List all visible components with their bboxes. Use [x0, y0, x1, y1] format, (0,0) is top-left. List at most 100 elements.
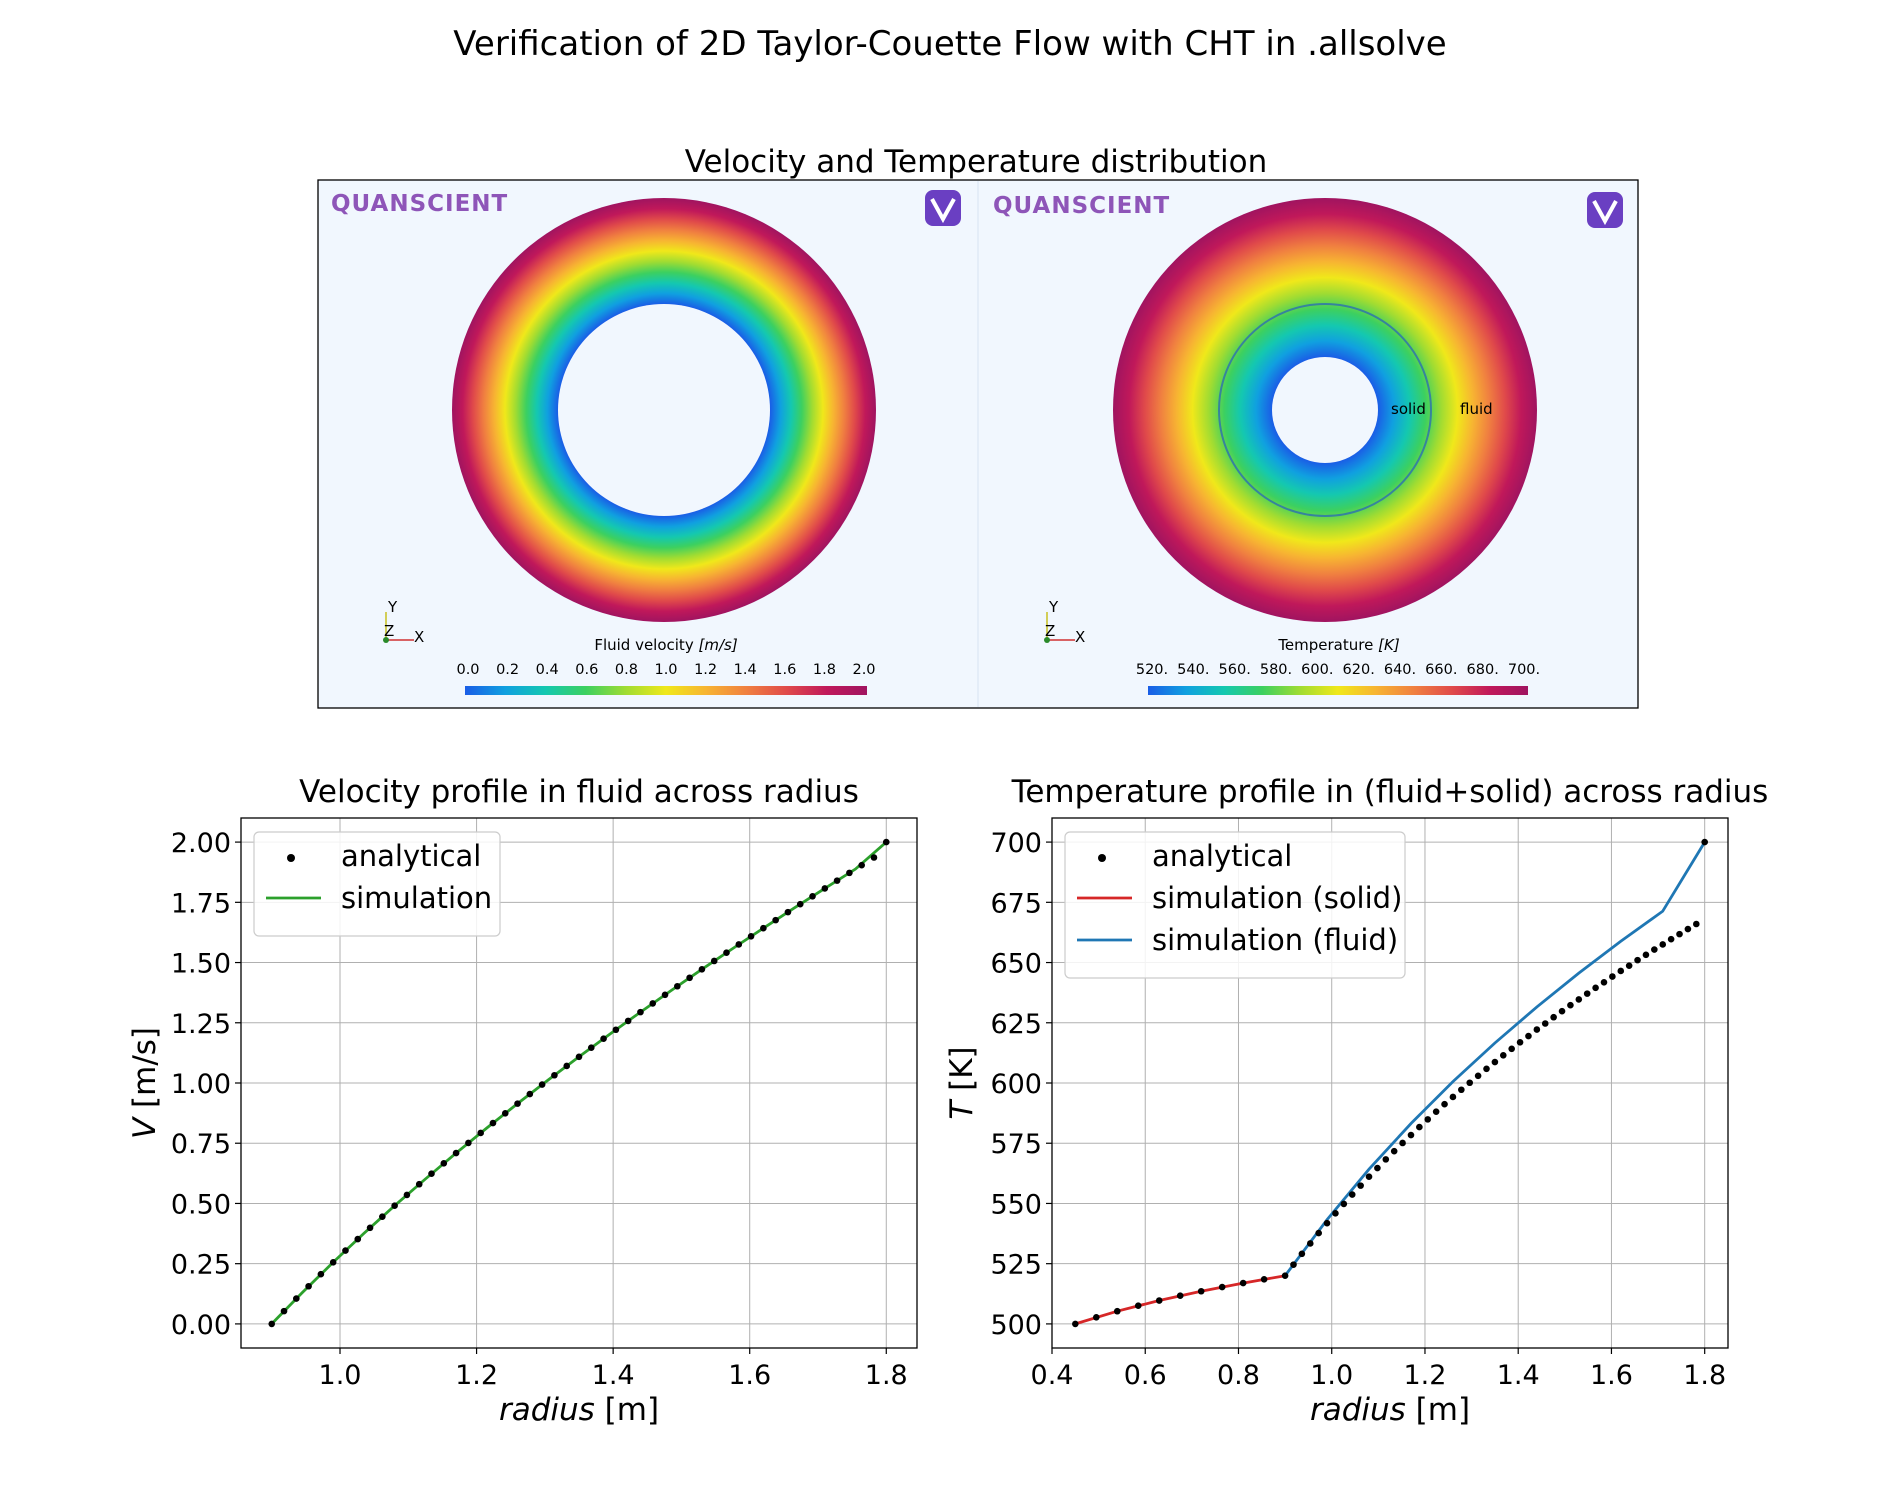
temperature-colorbar-ticks: 520. 540. 560. 580. 600. 620. 640. 660. 680. 700.	[1136, 662, 1540, 694]
data-point	[870, 854, 878, 861]
data-point	[600, 1035, 607, 1042]
data-point	[1684, 925, 1692, 933]
data-point	[1399, 1139, 1406, 1147]
colorbar-tick-label: 540.	[1177, 662, 1209, 678]
y-tick-label: 0.00	[171, 1310, 231, 1341]
data-point	[809, 892, 816, 900]
data-point	[1667, 935, 1675, 943]
data-point	[1281, 1272, 1289, 1280]
y-tick-label: 1.75	[171, 888, 231, 919]
colorbar-tick-label: 680.	[1467, 662, 1499, 678]
colorbar-tick-label: 560.	[1219, 662, 1251, 678]
data-point	[637, 1008, 644, 1016]
data-point	[452, 1149, 460, 1157]
data-point	[1692, 920, 1700, 928]
data-point	[624, 1017, 632, 1025]
colorbar-tick-label: 1.8	[813, 662, 836, 678]
data-point	[772, 916, 779, 924]
colorbar-tick-label: 580.	[1260, 662, 1292, 678]
velocity-colorbar-label: Fluid velocity [m/s]	[594, 636, 738, 654]
data-point	[1323, 1219, 1331, 1227]
colorbar-tick-label: 700.	[1508, 662, 1540, 678]
x-tick-label: 1.0	[319, 1360, 362, 1391]
axes-triad-icon-left: Y Z X	[383, 598, 424, 646]
y-tick-label: 1.00	[171, 1069, 231, 1100]
y-axis-label: T [K]	[944, 1046, 980, 1119]
data-point	[1701, 838, 1708, 846]
colorbar-tick-label: 1.2	[694, 662, 717, 678]
data-point	[575, 1053, 583, 1061]
data-point	[1474, 1072, 1482, 1080]
series-line	[1074, 1274, 1286, 1326]
data-point	[661, 991, 669, 999]
svg-text:X: X	[1075, 628, 1085, 646]
data-point	[1072, 1320, 1079, 1328]
x-tick-label: 1.4	[592, 1360, 635, 1391]
y-tick-label: 1.25	[171, 1009, 231, 1040]
data-point	[846, 869, 853, 877]
y-tick-label: 0.50	[171, 1189, 231, 1220]
quanscient-logo-icon-right	[1587, 192, 1623, 228]
data-point	[784, 908, 792, 916]
data-point	[1575, 996, 1583, 1003]
y-tick-label: 550	[990, 1189, 1042, 1220]
colorbar-tick-label: 0.8	[615, 662, 638, 678]
y-tick-label: 0.75	[171, 1129, 231, 1160]
data-point	[268, 1320, 276, 1328]
data-point	[1218, 1283, 1226, 1291]
data-point	[1260, 1275, 1268, 1283]
data-point	[1651, 946, 1658, 953]
series-line	[1283, 841, 1706, 1277]
data-point	[1197, 1287, 1205, 1295]
data-point	[551, 1071, 558, 1079]
y-tick-label: 500	[990, 1310, 1042, 1341]
x-axis-label: radius [m]	[1310, 1392, 1470, 1428]
data-point	[1176, 1292, 1184, 1300]
data-point	[747, 932, 755, 940]
data-point	[882, 838, 890, 846]
data-point	[858, 861, 865, 869]
y-tick-label: 625	[990, 1009, 1042, 1040]
data-point	[354, 1235, 362, 1243]
data-point	[305, 1282, 312, 1290]
data-point	[686, 974, 693, 982]
data-point	[489, 1119, 497, 1127]
data-point	[1365, 1173, 1373, 1181]
data-point	[1676, 930, 1683, 938]
data-point	[1642, 951, 1650, 959]
data-point	[1508, 1045, 1515, 1053]
chart-title: Temperature profile in (fluid+solid) acr…	[1011, 774, 1769, 810]
data-point	[538, 1081, 546, 1088]
data-point	[366, 1224, 374, 1232]
data-point	[465, 1139, 472, 1147]
data-point	[563, 1062, 571, 1070]
legend-label: simulation (solid)	[1152, 881, 1402, 915]
x-tick-label: 0.4	[1031, 1360, 1074, 1391]
x-tick-label: 1.2	[1403, 1360, 1446, 1391]
data-point	[1092, 1313, 1100, 1321]
svg-text:Y: Y	[1048, 598, 1059, 616]
y-axis-label: V [m/s]	[127, 1027, 163, 1139]
data-point	[821, 885, 829, 892]
velocity-render: QUANSCIENT Y Z X Fluid velocity [m/s] 0.…	[331, 190, 961, 695]
render-panel: Velocity and Temperature distribution QU…	[317, 144, 1639, 709]
colorbar-tick-label: 2.0	[852, 662, 875, 678]
y-tick-label: 600	[990, 1069, 1042, 1100]
data-point	[1390, 1147, 1398, 1155]
data-point	[1382, 1156, 1390, 1163]
colorbar-tick-label: 520.	[1136, 662, 1168, 678]
temperature-colorbar	[1148, 686, 1528, 695]
svg-text:Y: Y	[387, 598, 398, 616]
data-point	[1659, 941, 1667, 948]
data-point	[1609, 973, 1616, 980]
data-point	[833, 877, 841, 884]
x-tick-label: 0.8	[1217, 1360, 1260, 1391]
y-tick-label: 700	[990, 828, 1042, 859]
data-point	[1617, 967, 1625, 975]
data-point	[1332, 1210, 1339, 1217]
data-point	[1541, 1020, 1549, 1027]
velocity-colorbar	[465, 686, 867, 695]
colorbar-tick-label: 1.4	[734, 662, 757, 678]
data-point	[1466, 1079, 1474, 1087]
velocity-colorbar-ticks: 0.0 0.2 0.4 0.6 0.8 1.0 1.2 1.4 1.6 1.8 2.0	[456, 662, 876, 694]
